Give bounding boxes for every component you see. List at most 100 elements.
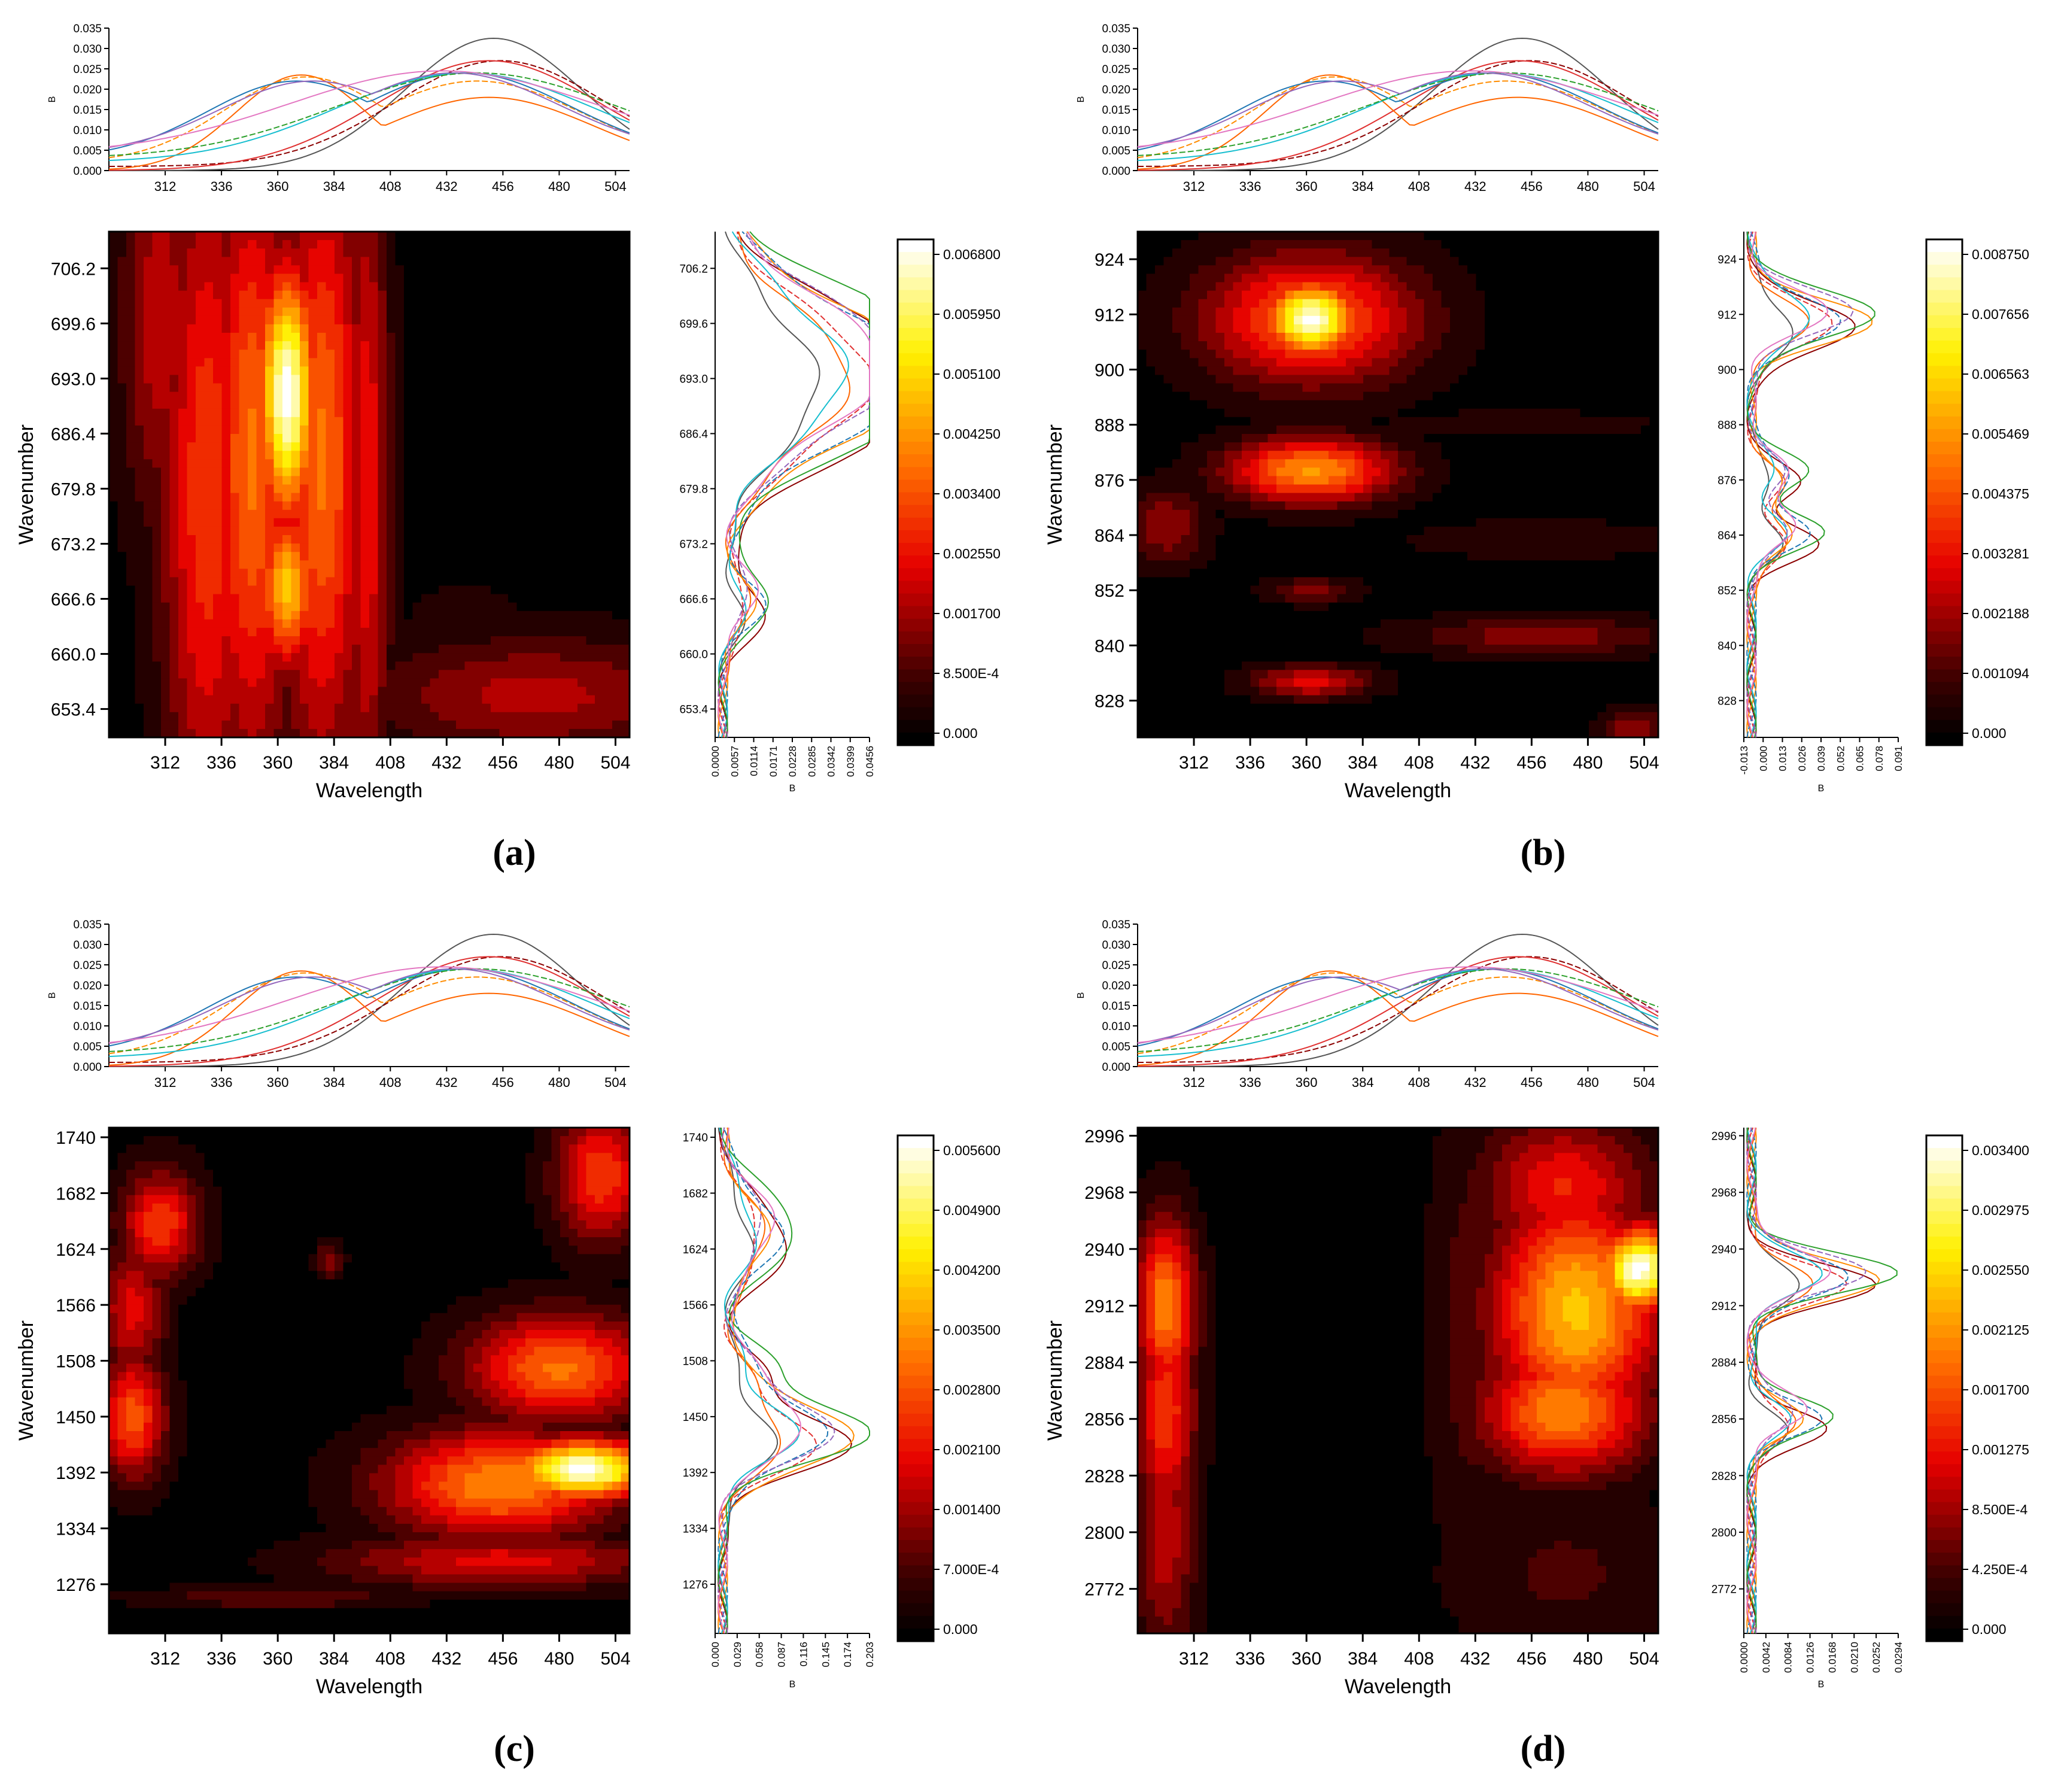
heatmap-cell — [421, 434, 431, 443]
heatmap-cell — [1224, 366, 1234, 375]
heatmap-cell — [256, 526, 266, 536]
heatmap-cell — [430, 383, 439, 393]
heatmap-cell — [343, 341, 352, 350]
heatmap-cell — [499, 560, 509, 569]
heatmap-cell — [1276, 434, 1286, 443]
heatmap-cell — [473, 324, 483, 333]
heatmap-cell — [135, 712, 144, 721]
heatmap-cell — [300, 315, 309, 325]
heatmap-cell — [412, 391, 422, 401]
heatmap-cell — [560, 307, 570, 317]
heatmap-cell — [169, 366, 179, 375]
heatmap-cell — [621, 282, 630, 291]
heatmap-cell — [534, 577, 543, 587]
heatmap-cell — [1276, 526, 1286, 536]
heatmap-cell — [595, 509, 604, 519]
heatmap-cell — [196, 341, 205, 350]
heatmap-cell — [1250, 535, 1260, 544]
heatmap-cell — [534, 653, 543, 662]
heatmap-cell — [1172, 484, 1182, 494]
heatmap-cell — [126, 341, 136, 350]
heatmap-cell — [109, 552, 118, 561]
heatmap-cell — [248, 248, 257, 257]
heatmap-cell — [430, 501, 439, 511]
heatmap-cell — [1215, 391, 1225, 401]
heatmap-cell — [152, 661, 162, 670]
heatmap-cell — [1302, 257, 1312, 266]
heatmap-cell — [204, 653, 214, 662]
heatmap-cell — [1267, 274, 1277, 283]
heatmap-cell — [308, 712, 318, 721]
heatmap-cell — [1259, 526, 1269, 536]
heatmap-cell — [1294, 728, 1303, 738]
heatmap-cell — [1276, 451, 1286, 460]
heatmap-cell — [430, 509, 439, 519]
heatmap-cell — [560, 560, 570, 569]
heatmap-cell — [265, 333, 275, 342]
x-tick-label: 456 — [488, 753, 518, 773]
heatmap-cell — [387, 400, 396, 409]
heatmap-cell — [404, 509, 414, 519]
heatmap-cell — [612, 232, 622, 241]
heatmap-cell — [196, 509, 205, 519]
heatmap-cell — [430, 442, 439, 451]
heatmap-cell — [525, 509, 535, 519]
heatmap-cell — [1207, 636, 1217, 645]
heatmap-cell — [317, 383, 327, 393]
heatmap-cell — [178, 434, 188, 443]
heatmap-cell — [473, 611, 483, 620]
heatmap-cell — [603, 248, 613, 257]
heatmap-cell — [482, 315, 491, 325]
heatmap-cell — [221, 611, 231, 620]
heatmap-cell — [395, 391, 405, 401]
heatmap-cell — [308, 467, 318, 476]
heatmap-cell — [1285, 560, 1294, 569]
heatmap-cell — [221, 358, 231, 367]
heatmap-cell — [1198, 728, 1208, 738]
heatmap-cell — [491, 712, 500, 721]
heatmap-cell — [447, 611, 457, 620]
heatmap-cell — [1190, 282, 1199, 291]
heatmap-cell — [1250, 585, 1260, 595]
heatmap-cell — [1215, 299, 1225, 308]
heatmap-cell — [586, 678, 595, 688]
heatmap-cell — [508, 611, 518, 620]
heatmap-cell — [126, 678, 136, 688]
heatmap-cell — [491, 425, 500, 435]
heatmap-cell — [221, 417, 231, 426]
heatmap-cell — [560, 324, 570, 333]
heatmap-cell — [430, 611, 439, 620]
heatmap-cell — [1172, 543, 1182, 552]
heatmap-cell — [499, 627, 509, 637]
heatmap-cell — [308, 493, 318, 502]
heatmap-cell — [213, 636, 223, 645]
heatmap-cell — [117, 400, 127, 409]
heatmap-cell — [1172, 375, 1182, 384]
heatmap-cell — [1198, 594, 1208, 603]
heatmap-cell — [282, 703, 292, 713]
heatmap-cell — [1207, 434, 1217, 443]
heatmap-cell — [135, 315, 144, 325]
heatmap-cell — [387, 366, 396, 375]
heatmap-cell — [152, 232, 162, 241]
heatmap-cell — [144, 627, 153, 637]
heatmap-cell — [491, 653, 500, 662]
heatmap-cell — [1172, 585, 1182, 595]
heatmap-cell — [1285, 358, 1294, 367]
heatmap-cell — [1285, 695, 1294, 704]
heatmap-cell — [603, 341, 613, 350]
heatmap-cell — [317, 585, 327, 595]
heatmap-cell — [360, 442, 370, 451]
heatmap-cell — [612, 728, 622, 738]
heatmap-cell — [144, 594, 153, 603]
heatmap-cell — [1138, 493, 1147, 502]
heatmap-cell — [551, 375, 561, 384]
heatmap-cell — [1285, 476, 1294, 485]
heatmap-cell — [447, 585, 457, 595]
heatmap-cell — [586, 526, 595, 536]
heatmap-cell — [273, 619, 283, 628]
heatmap-cell — [343, 594, 352, 603]
heatmap-cell — [308, 324, 318, 333]
heatmap-cell — [308, 307, 318, 317]
heatmap-cell — [473, 526, 483, 536]
